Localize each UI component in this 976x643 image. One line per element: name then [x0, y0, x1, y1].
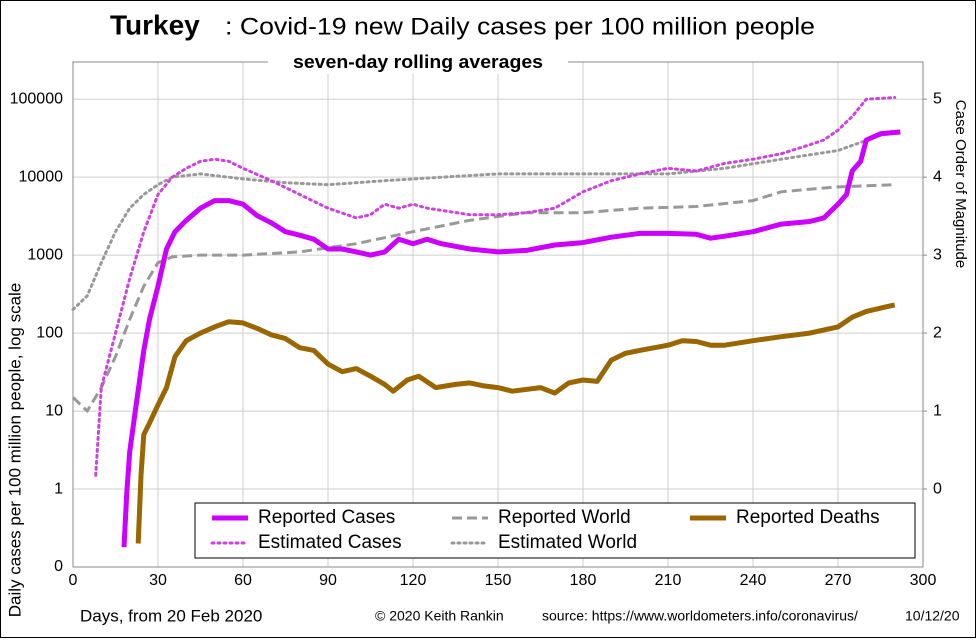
x-tick-label: 120: [400, 572, 427, 589]
series-line: [121, 129, 901, 548]
y-tick-label: 0: [54, 558, 63, 575]
y-tick-label: 100000: [10, 90, 63, 107]
subtitle-bg: [268, 50, 568, 74]
y2-tick-label: 4: [933, 168, 942, 185]
x-tick-label: 210: [655, 572, 682, 589]
legend-label: Reported Cases: [258, 507, 395, 528]
x-tick-label: 60: [234, 572, 252, 589]
series-line: [135, 302, 896, 544]
x-tick-label: 270: [825, 572, 852, 589]
y2-tick-label: 5: [933, 90, 942, 107]
x-tick-label: 180: [570, 572, 597, 589]
chart-title-bold: Turkey: [110, 9, 200, 40]
series-line: [71, 128, 897, 312]
y2-tick-label: 0: [933, 480, 942, 497]
series-line: [71, 183, 895, 413]
y2-tick-label: 2: [933, 324, 942, 341]
x-tick-label: 90: [319, 572, 337, 589]
y-tick-label: 10000: [19, 168, 64, 185]
x-axis-label: Days, from 20 Feb 2020: [80, 606, 262, 625]
legend: [194, 502, 916, 559]
x-tick-label: 30: [149, 572, 167, 589]
x-tick-label: 240: [740, 572, 767, 589]
x-tick-label: 0: [69, 572, 78, 589]
y-tick-label: 100: [36, 324, 63, 341]
chart-subtitle: seven-day rolling averages: [293, 52, 543, 72]
legend-label: Estimated World: [498, 532, 637, 553]
series-line: [94, 96, 897, 477]
legend-label: Reported Deaths: [736, 507, 880, 528]
y-axis-label: Daily cases per 100 million people, log …: [5, 283, 24, 618]
x-tick-label: 150: [485, 572, 512, 589]
y-tick-label: 1: [54, 480, 63, 497]
legend-label: Reported World: [498, 507, 631, 528]
y-tick-label: 10: [45, 402, 63, 419]
source: source: https://www.worldometers.info/co…: [542, 608, 858, 624]
y-tick-label: 1000: [27, 246, 63, 263]
chart-title: : Covid-19 new Daily cases per 100 milli…: [225, 13, 815, 40]
x-tick-label: 300: [910, 572, 937, 589]
y2-axis-label: Case Order of Magnitude: [952, 100, 969, 268]
date: 10/12/20: [905, 608, 960, 624]
y2-tick-label: 3: [933, 246, 942, 263]
y2-tick-label: 1: [933, 402, 942, 419]
legend-label: Estimated Cases: [258, 532, 402, 553]
credit: © 2020 Keith Rankin: [375, 608, 504, 624]
